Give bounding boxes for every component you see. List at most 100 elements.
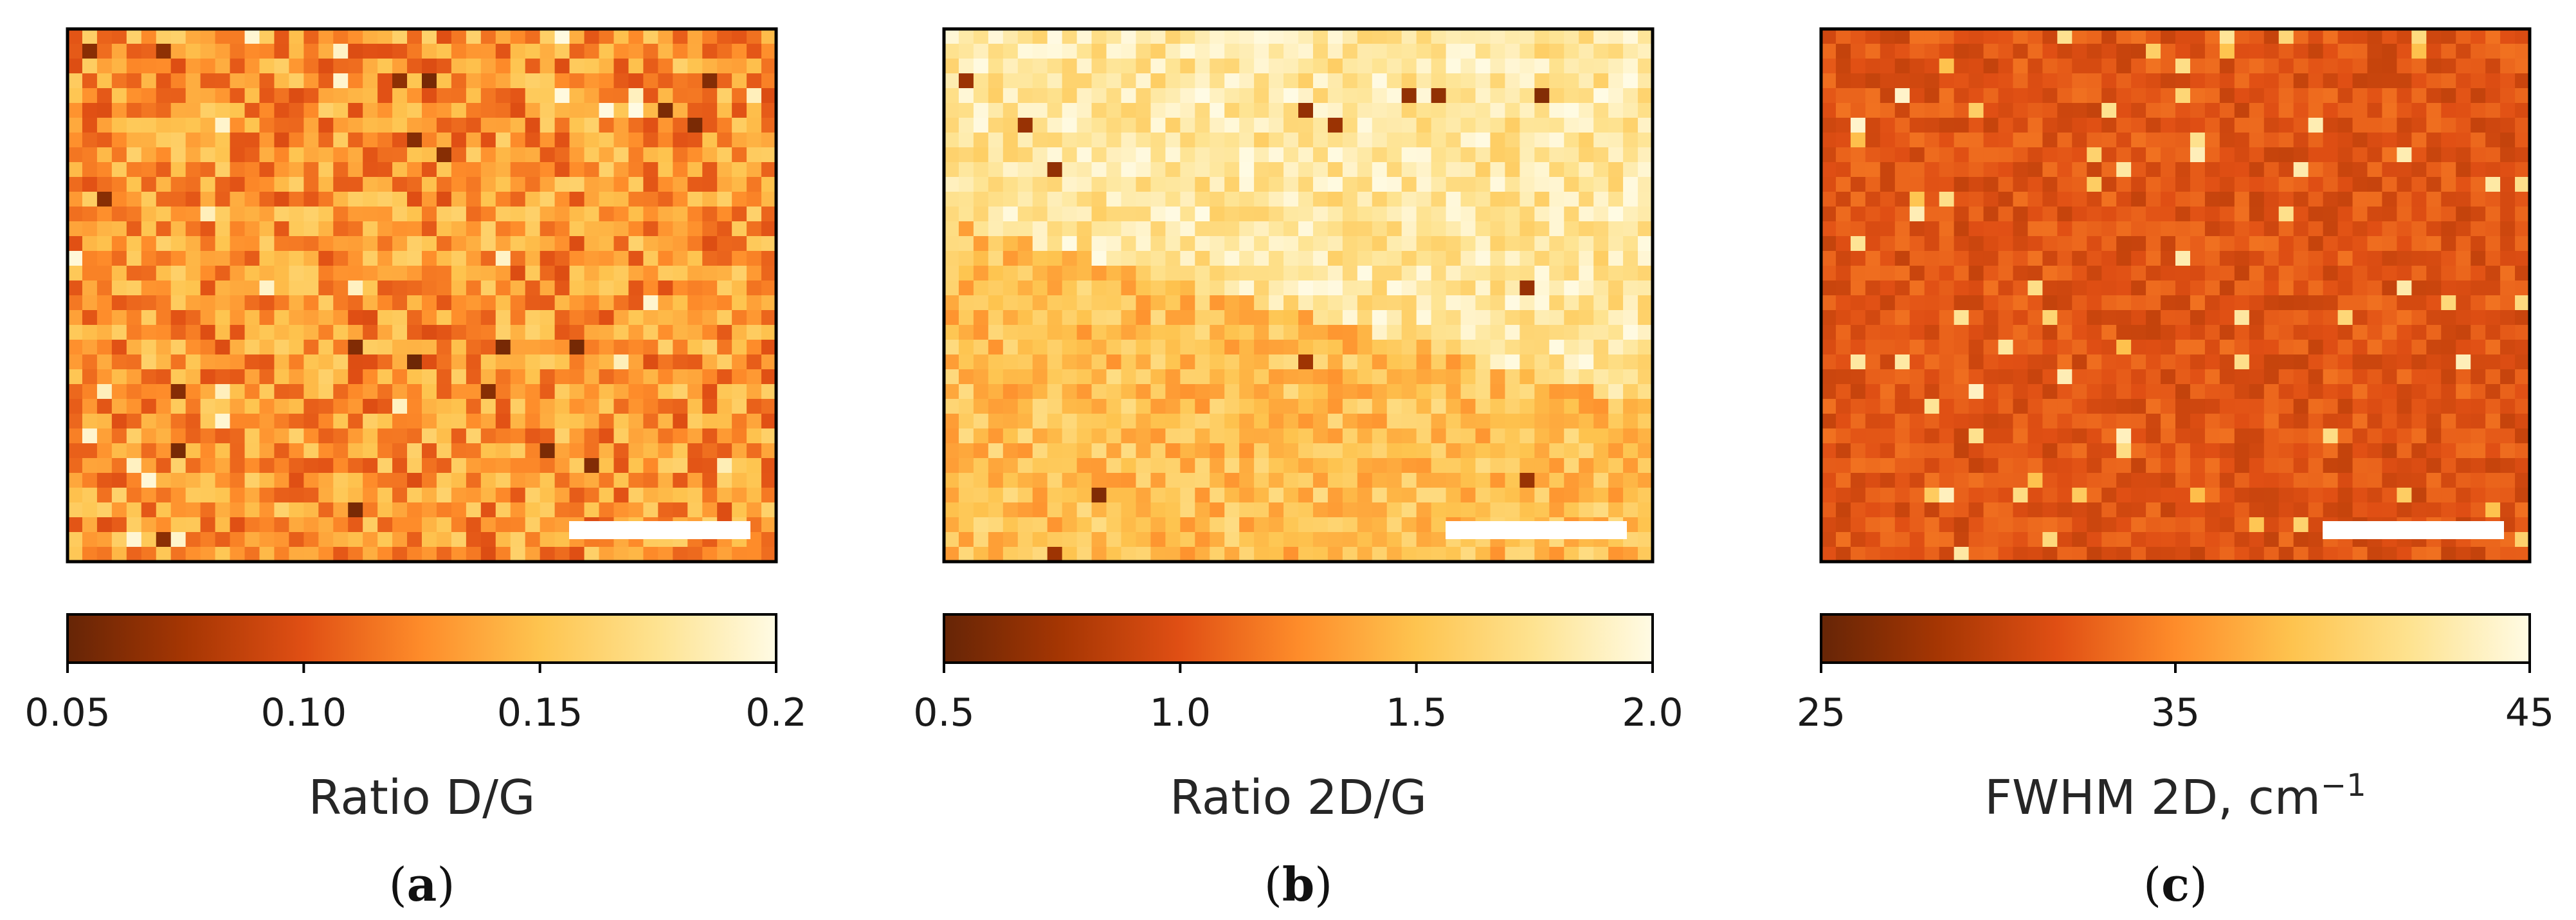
heatmap-cell [170, 251, 186, 266]
heatmap-cell [82, 207, 98, 222]
heatmap-cell [141, 399, 157, 414]
heatmap-cell [289, 310, 304, 326]
heatmap-cell [717, 502, 732, 518]
heatmap-cell [1372, 428, 1388, 444]
heatmap-cell [540, 59, 556, 74]
heatmap-cell [1894, 428, 1910, 444]
heatmap-cell [510, 517, 526, 533]
heatmap-cell [1298, 369, 1314, 385]
heatmap-cell [1983, 133, 1999, 148]
heatmap-cell [2337, 369, 2354, 385]
heatmap-cell [1269, 502, 1284, 518]
heatmap-cell [717, 399, 732, 414]
heatmap-cell [1254, 103, 1269, 118]
heatmap-cell [1254, 44, 1269, 59]
heatmap-cell [525, 310, 541, 326]
heatmap-cell [1593, 73, 1609, 89]
heatmap-cell [628, 547, 644, 562]
heatmap-cell [540, 502, 556, 518]
heatmap-cell [495, 443, 511, 459]
heatmap-cell [436, 517, 452, 533]
heatmap-cell [988, 502, 1004, 518]
heatmap-cell [1534, 251, 1550, 266]
heatmap-cell [304, 547, 319, 562]
heatmap-cell [333, 399, 349, 414]
heatmap-cell [1880, 414, 1896, 429]
heatmap-cell [1865, 207, 1881, 222]
heatmap-cell [2072, 177, 2087, 192]
heatmap-cell [1180, 340, 1195, 355]
heatmap-cell [2087, 399, 2102, 414]
heatmap-cell [1283, 73, 1299, 89]
heatmap-cell [687, 488, 703, 503]
heatmap-cell [1076, 221, 1093, 237]
heatmap-cell [1298, 192, 1314, 207]
heatmap-cell [230, 59, 246, 74]
heatmap-cell [1998, 59, 2014, 74]
heatmap-cell [2352, 59, 2368, 74]
heatmap-cell [2352, 354, 2368, 370]
heatmap-cell [1076, 547, 1093, 562]
heatmap-cell [628, 73, 644, 89]
heatmap-cell [2456, 340, 2471, 355]
heatmap-cell [1106, 458, 1122, 474]
heatmap-cell [1327, 458, 1343, 474]
heatmap-cell [1490, 221, 1506, 237]
heatmap-cell [1017, 325, 1033, 340]
heatmap-cell [2175, 281, 2191, 296]
heatmap-cell [2397, 295, 2412, 311]
heatmap-cell [1032, 207, 1048, 222]
heatmap-cell [1623, 266, 1638, 281]
heatmap-cell [2042, 414, 2058, 429]
heatmap-cell [1505, 251, 1520, 266]
heatmap-cell [2087, 59, 2102, 74]
heatmap-cell [1835, 44, 1851, 59]
heatmap-cell [958, 133, 974, 148]
heatmap-cell [1983, 118, 1999, 133]
heatmap-cell [643, 162, 658, 178]
heatmap-cell [495, 354, 511, 370]
heatmap-cell [1136, 88, 1152, 104]
heatmap-cell [1002, 192, 1019, 207]
heatmap-cell [1121, 295, 1137, 311]
heatmap-cell [1195, 266, 1210, 281]
heatmap-cell [82, 369, 98, 385]
heatmap-cell [1239, 251, 1255, 266]
heatmap-cell [215, 310, 231, 326]
heatmap-cell [747, 295, 762, 311]
heatmap-cell [1924, 473, 1940, 488]
heatmap-cell [1623, 59, 1638, 74]
heatmap-cell [1939, 103, 1955, 118]
heatmap-cell [436, 354, 452, 370]
heatmap-cell [1106, 443, 1122, 459]
heatmap-cell [1342, 369, 1358, 385]
heatmap-cell [613, 340, 630, 355]
heatmap-cell [2441, 88, 2456, 104]
heatmap-cell [111, 414, 127, 429]
heatmap-cell [2234, 221, 2250, 237]
heatmap-cell [480, 547, 496, 562]
heatmap-cell [1909, 88, 1925, 104]
heatmap-cell [1254, 88, 1269, 104]
heatmap-cell [1564, 384, 1579, 400]
heatmap-cell [687, 236, 703, 252]
heatmap-cell [2471, 428, 2486, 444]
heatmap-cell [451, 517, 467, 533]
heatmap-cell [1032, 73, 1048, 89]
heatmap-cell [1998, 133, 2014, 148]
heatmap-cell [2397, 88, 2412, 104]
heatmap-cell [1283, 384, 1299, 400]
heatmap-cell [1269, 547, 1284, 562]
heatmap-cell [1210, 177, 1225, 192]
heatmap-cell [510, 118, 526, 133]
heatmap-cell [1239, 177, 1255, 192]
heatmap-cell [1180, 251, 1195, 266]
heatmap-cell [1909, 73, 1925, 89]
heatmap-cell [170, 414, 186, 429]
heatmap-cell [1254, 192, 1269, 207]
heatmap-cell [2485, 207, 2501, 222]
heatmap-cell [466, 177, 482, 192]
heatmap-cell [1032, 399, 1048, 414]
heatmap-cell [259, 340, 275, 355]
heatmap-cell [2500, 236, 2516, 252]
